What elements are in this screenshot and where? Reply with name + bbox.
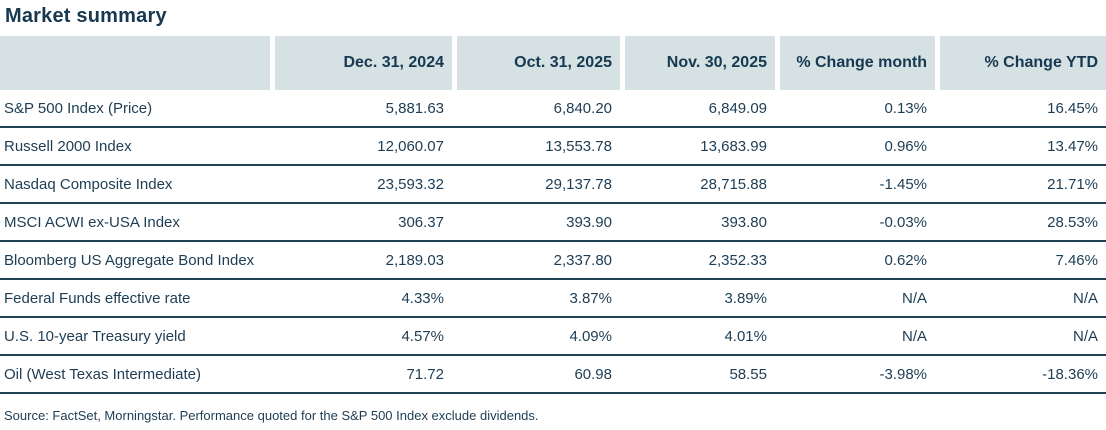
cell-nov-30-2025: 28,715.88	[700, 175, 767, 193]
cell-change-month: 0.13%	[884, 99, 927, 117]
cell-change-month: 0.62%	[884, 251, 927, 269]
table-row: U.S. 10-year Treasury yield 4.57% 4.09% …	[0, 318, 1106, 356]
cell-dec-31-2024: 71.72	[406, 365, 444, 383]
table-row: Russell 2000 Index 12,060.07 13,553.78 1…	[0, 128, 1106, 166]
header-cell-change-month: % Change month	[780, 36, 935, 90]
cell-oct-31-2025: 29,137.78	[545, 175, 612, 193]
cell-change-ytd: N/A	[1072, 327, 1098, 345]
cell-dec-31-2024: 4.57%	[401, 327, 444, 345]
row-label: Russell 2000 Index	[4, 137, 132, 155]
cell-oct-31-2025: 6,840.20	[553, 99, 612, 117]
cell-nov-30-2025: 3.89%	[724, 289, 767, 307]
header-cell-change-ytd: % Change YTD	[940, 36, 1106, 90]
cell-change-month: 0.96%	[884, 137, 927, 155]
table-body: S&P 500 Index (Price) 5,881.63 6,840.20 …	[0, 90, 1106, 394]
cell-oct-31-2025: 60.98	[574, 365, 612, 383]
cell-dec-31-2024: 12,060.07	[377, 137, 444, 155]
cell-nov-30-2025: 393.80	[721, 213, 767, 231]
cell-oct-31-2025: 393.90	[566, 213, 612, 231]
cell-change-ytd: 7.46%	[1055, 251, 1098, 269]
cell-change-ytd: 16.45%	[1047, 99, 1098, 117]
cell-oct-31-2025: 4.09%	[569, 327, 612, 345]
row-label: Bloomberg US Aggregate Bond Index	[4, 251, 255, 269]
cell-dec-31-2024: 23,593.32	[377, 175, 444, 193]
page-title: Market summary	[5, 5, 167, 27]
cell-change-ytd: 28.53%	[1047, 213, 1098, 231]
cell-change-month: -1.45%	[879, 175, 927, 193]
cell-nov-30-2025: 13,683.99	[700, 137, 767, 155]
row-label: MSCI ACWI ex-USA Index	[4, 213, 180, 231]
cell-nov-30-2025: 6,849.09	[708, 99, 767, 117]
cell-change-ytd: 13.47%	[1047, 137, 1098, 155]
cell-dec-31-2024: 4.33%	[401, 289, 444, 307]
table-row: Bloomberg US Aggregate Bond Index 2,189.…	[0, 242, 1106, 280]
cell-nov-30-2025: 2,352.33	[708, 251, 767, 269]
row-label: Oil (West Texas Intermediate)	[4, 365, 202, 383]
row-label: Federal Funds effective rate	[4, 289, 191, 307]
cell-change-ytd: 21.71%	[1047, 175, 1098, 193]
table-row: MSCI ACWI ex-USA Index 306.37 393.90 393…	[0, 204, 1106, 242]
cell-change-month: N/A	[901, 327, 927, 345]
cell-dec-31-2024: 5,881.63	[385, 99, 444, 117]
header-cell-nov-30-2025: Nov. 30, 2025	[625, 36, 775, 90]
cell-change-month: N/A	[901, 289, 927, 307]
cell-change-month: -0.03%	[879, 213, 927, 231]
cell-change-month: -3.98%	[879, 365, 927, 383]
cell-nov-30-2025: 58.55	[729, 365, 767, 383]
cell-dec-31-2024: 2,189.03	[385, 251, 444, 269]
header-cell-blank	[0, 36, 270, 90]
source-note: Source: FactSet, Morningstar. Performanc…	[4, 408, 539, 423]
cell-oct-31-2025: 2,337.80	[553, 251, 612, 269]
table-row: Oil (West Texas Intermediate) 71.72 60.9…	[0, 356, 1106, 394]
cell-oct-31-2025: 13,553.78	[545, 137, 612, 155]
table-row: S&P 500 Index (Price) 5,881.63 6,840.20 …	[0, 90, 1106, 128]
cell-change-ytd: -18.36%	[1042, 365, 1098, 383]
header-cell-dec-31-2024: Dec. 31, 2024	[275, 36, 452, 90]
table-row: Federal Funds effective rate 4.33% 3.87%…	[0, 280, 1106, 318]
row-label: S&P 500 Index (Price)	[4, 99, 153, 117]
row-label: Nasdaq Composite Index	[4, 175, 173, 193]
table-header-row: Dec. 31, 2024 Oct. 31, 2025 Nov. 30, 202…	[0, 36, 1106, 90]
table-row: Nasdaq Composite Index 23,593.32 29,137.…	[0, 166, 1106, 204]
cell-dec-31-2024: 306.37	[398, 213, 444, 231]
header-cell-oct-31-2025: Oct. 31, 2025	[457, 36, 620, 90]
row-label: U.S. 10-year Treasury yield	[4, 327, 186, 345]
cell-nov-30-2025: 4.01%	[724, 327, 767, 345]
cell-oct-31-2025: 3.87%	[569, 289, 612, 307]
cell-change-ytd: N/A	[1072, 289, 1098, 307]
